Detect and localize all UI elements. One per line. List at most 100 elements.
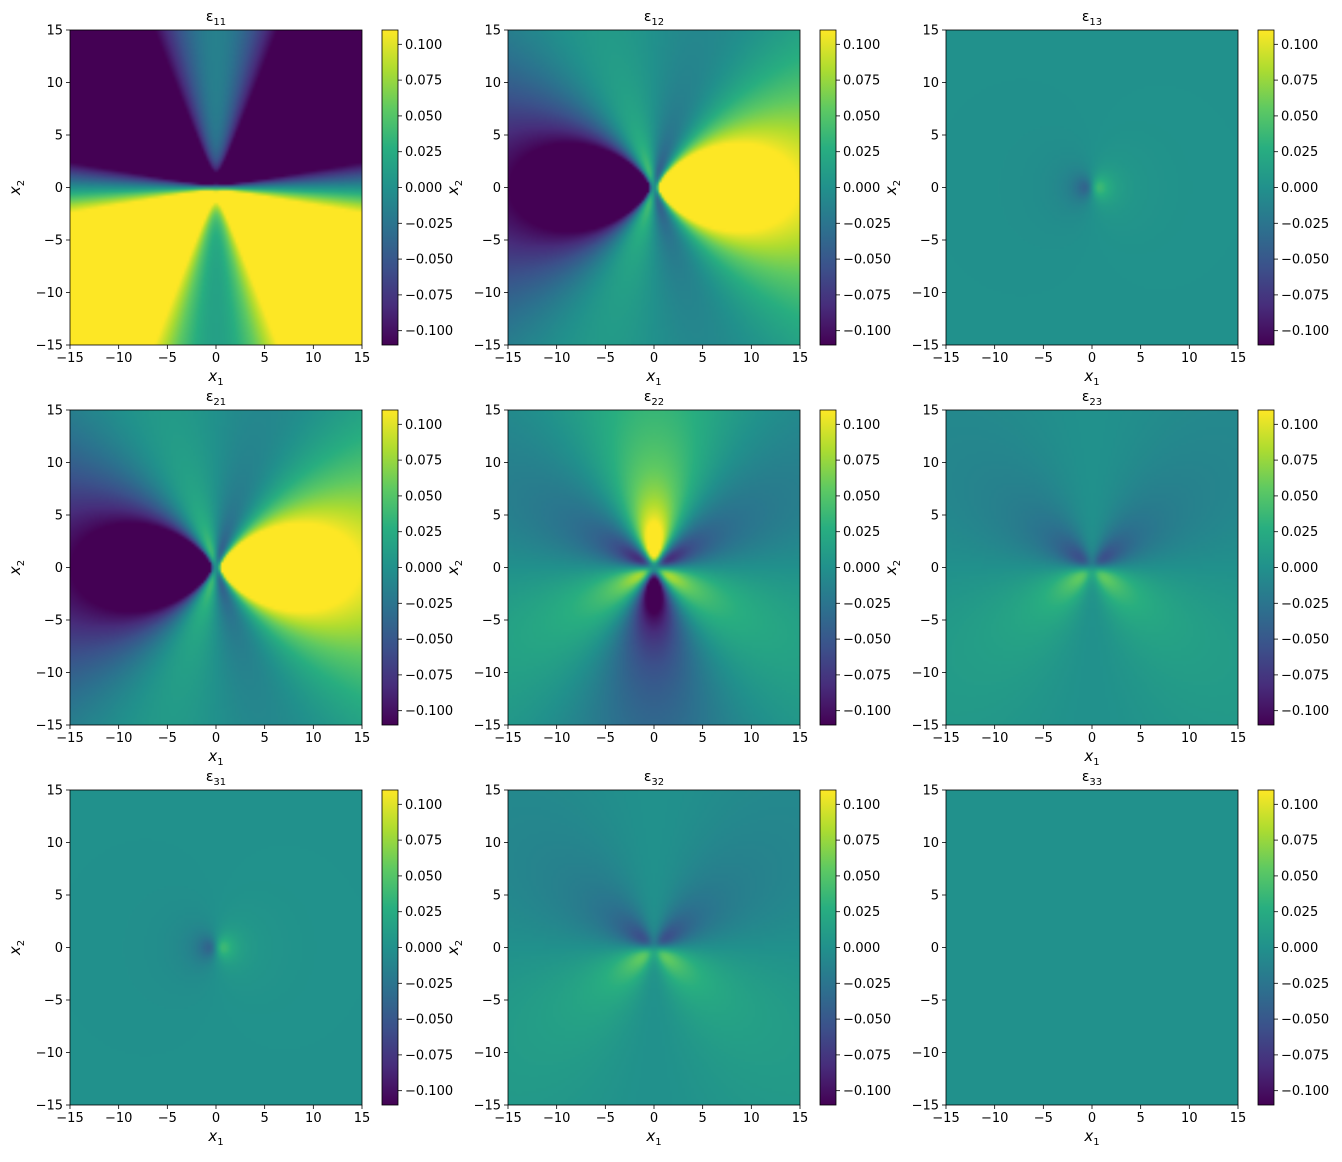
colorbar-tick-label: 0.100 <box>405 418 442 433</box>
colorbar <box>1257 409 1275 726</box>
x-tick-label: 15 <box>354 731 371 746</box>
x-tick-label: 10 <box>1181 351 1198 366</box>
y-tick-label: 0 <box>931 561 939 576</box>
colorbar <box>819 409 837 726</box>
subplot-title: ε13 <box>1082 9 1102 28</box>
heatmap-image <box>70 790 362 1105</box>
x-axis-label: x1 <box>1083 747 1099 768</box>
colorbar-tick-label: 0.075 <box>843 74 880 89</box>
colorbar-tick-label: 0.100 <box>405 38 442 53</box>
colorbar-tick-label: 0.050 <box>843 489 880 504</box>
colorbar-tick-label: −0.050 <box>405 633 453 648</box>
heatmap-image <box>508 790 800 1105</box>
x-tick-label: 15 <box>792 1111 809 1126</box>
heatmap-image <box>946 410 1238 725</box>
x-tick-label: 5 <box>699 1111 707 1126</box>
colorbar-tick-label: −0.075 <box>1281 668 1329 683</box>
x-axis-label: x1 <box>1083 367 1099 388</box>
colorbar-tick-label: 0.100 <box>405 798 442 813</box>
colorbar <box>819 29 837 346</box>
x-tick-label: −5 <box>1034 1111 1053 1126</box>
y-tick-label: −15 <box>36 1099 63 1114</box>
x-axis-label: x1 <box>207 747 223 768</box>
subplot-title: ε32 <box>644 769 664 788</box>
subplot-title: ε12 <box>644 9 664 28</box>
x-tick-label: 10 <box>743 731 760 746</box>
colorbar-tick-label: −0.075 <box>405 668 453 683</box>
heatmap-image <box>508 410 800 725</box>
y-tick-label: −10 <box>912 286 939 301</box>
colorbar-tick-label: 0.075 <box>843 454 880 469</box>
x-tick-label: 5 <box>1137 731 1145 746</box>
colorbar-tick-label: 0.000 <box>1281 181 1318 196</box>
colorbar-tick-label: −0.075 <box>1281 288 1329 303</box>
y-tick-label: 5 <box>55 889 63 904</box>
colorbar <box>819 789 837 1106</box>
colorbar-tick-label: −0.025 <box>843 597 891 612</box>
subplot-title: ε23 <box>1082 389 1102 408</box>
colorbar-tick-label: 0.025 <box>405 525 442 540</box>
y-tick-label: −10 <box>36 1046 63 1061</box>
y-tick-label: 10 <box>484 836 501 851</box>
x-tick-label: 15 <box>1230 351 1247 366</box>
y-tick-label: 0 <box>55 561 63 576</box>
colorbar-tick-label: 0.025 <box>843 145 880 160</box>
colorbar-tick-label: −0.075 <box>843 1048 891 1063</box>
y-tick-label: 5 <box>493 509 501 524</box>
colorbar-tick-label: 0.100 <box>843 798 880 813</box>
y-tick-label: −5 <box>482 614 501 629</box>
colorbar-tick-label: −0.100 <box>843 1084 891 1099</box>
y-tick-label: 10 <box>484 456 501 471</box>
colorbar-tick-label: 0.025 <box>843 905 880 920</box>
x-axis-label: x1 <box>645 367 661 388</box>
subplot-5: −15 −10 −5 0 5 10 15 −15 −10 −5 0 5 10 15 ε22 x2 0.100 0.… <box>444 389 891 746</box>
x-tick-label: 5 <box>1137 1111 1145 1126</box>
y-tick-label: −10 <box>36 666 63 681</box>
x-tick-label: −15 <box>494 351 521 366</box>
colorbar-tick-label: 0.000 <box>1281 561 1318 576</box>
y-tick-label: 15 <box>46 24 63 39</box>
colorbar-tick-label: −0.025 <box>405 217 453 232</box>
y-tick-label: 0 <box>493 941 501 956</box>
colorbar-tick-label: −0.025 <box>405 597 453 612</box>
colorbar-tick-label: 0.050 <box>1281 869 1318 884</box>
y-tick-label: −15 <box>474 1099 501 1114</box>
y-tick-label: −15 <box>474 339 501 354</box>
colorbar-tick-label: 0.075 <box>1281 74 1318 89</box>
colorbar-tick-label: 0.050 <box>1281 109 1318 124</box>
x-tick-label: 5 <box>699 351 707 366</box>
heatmap-image <box>946 30 1238 345</box>
colorbar-tick-label: 0.075 <box>405 74 442 89</box>
colorbar-tick-label: 0.025 <box>843 525 880 540</box>
x-tick-label: 10 <box>305 1111 322 1126</box>
subplot-8: −15 −10 −5 0 5 10 15 −15 −10 −5 0 5 10 15 ε32 x1 x2 0.100… <box>444 769 891 1148</box>
y-axis-label: x2 <box>882 180 903 196</box>
y-axis-label: x2 <box>882 560 903 576</box>
colorbar-tick-label: 0.025 <box>1281 145 1318 160</box>
y-tick-label: −10 <box>912 666 939 681</box>
subplot-7: −15 −10 −5 0 5 10 15 −15 −10 −5 0 5 10 15 ε31 x1 x2 0.100… <box>6 769 453 1148</box>
colorbar-tick-label: −0.075 <box>1281 1048 1329 1063</box>
y-tick-label: 15 <box>922 24 939 39</box>
y-tick-label: −15 <box>36 339 63 354</box>
y-axis-label: x2 <box>444 180 465 196</box>
y-tick-label: 15 <box>484 784 501 799</box>
colorbar-tick-label: −0.075 <box>843 288 891 303</box>
colorbar-tick-label: 0.100 <box>1281 798 1318 813</box>
subplot-3: −15 −10 −5 0 5 10 15 −15 −10 −5 0 5 10 15 ε13 x1 x2 0.100… <box>882 9 1329 388</box>
y-tick-label: −5 <box>920 234 939 249</box>
y-tick-label: 0 <box>55 181 63 196</box>
colorbar-tick-label: −0.100 <box>843 704 891 719</box>
colorbar <box>1257 789 1275 1106</box>
x-axis-label: x1 <box>1083 1127 1099 1148</box>
y-tick-label: 10 <box>922 836 939 851</box>
colorbar-tick-label: −0.025 <box>1281 597 1329 612</box>
subplot-title: ε31 <box>206 769 226 788</box>
colorbar-tick-label: −0.050 <box>1281 1013 1329 1028</box>
x-tick-label: 0 <box>650 351 658 366</box>
y-tick-label: −5 <box>920 994 939 1009</box>
colorbar-tick-label: 0.075 <box>1281 834 1318 849</box>
x-tick-label: −15 <box>494 1111 521 1126</box>
x-tick-label: −10 <box>543 731 570 746</box>
